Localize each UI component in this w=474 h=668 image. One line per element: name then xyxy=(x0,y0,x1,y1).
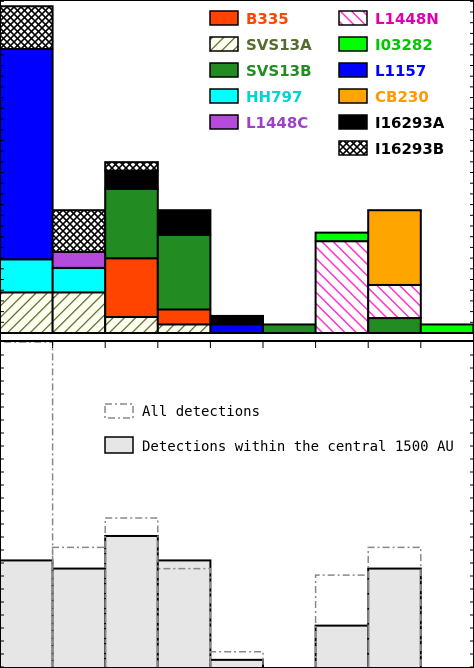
bar-segment-l1157-bin-4 xyxy=(209,323,264,335)
bar-segment-l1157-bin-0 xyxy=(0,47,54,261)
bar-central-1500au-bin-0 xyxy=(0,559,54,668)
legend-label-l1448n: L1448N xyxy=(375,10,439,28)
bar-segment-l1448n-bin-6 xyxy=(314,240,370,334)
outline-all-detections-bin-7 xyxy=(367,546,422,668)
bar-segment-svs13a-bin-2 xyxy=(104,315,159,334)
bar-central-1500au-bin-6 xyxy=(314,624,370,668)
bar-segment-i16293a-bin-2 xyxy=(104,169,159,190)
bar-central-1500au-bin-2 xyxy=(104,534,159,668)
outline-all-detections-bin-2 xyxy=(104,517,159,668)
bar-central-1500au-bin-1 xyxy=(51,567,107,668)
bar-segment-l1448n-bin-7 xyxy=(367,283,422,320)
legend-label-svs13a: SVS13A xyxy=(246,36,312,54)
bar-segment-svs13b-bin-2 xyxy=(104,187,159,260)
legend-label-i16293a: I16293A xyxy=(375,114,445,132)
bar-segment-b335-bin-2 xyxy=(104,257,159,318)
legend-swatch-hh797 xyxy=(209,88,239,104)
bar-segment-i16293b-bin-2 xyxy=(104,161,159,172)
top-panel: B335 SVS13A SVS13B HH797 L1448C L1448N I03282 L… xyxy=(0,0,474,341)
legend-swatch-l1157 xyxy=(338,62,368,78)
legend-label-svs13b: SVS13B xyxy=(246,62,312,80)
legend-label-central-1500au: Detections within the central 1500 AU xyxy=(142,439,454,455)
bottom-legend: All detections Detections within the cent… xyxy=(104,403,454,455)
bar-segment-i03282-bin-8 xyxy=(419,323,474,335)
legend-label-hh797: HH797 xyxy=(246,88,302,106)
legend-label-cb230: CB230 xyxy=(375,88,429,106)
legend-swatch-i03282 xyxy=(338,36,368,52)
outline-all-detections-bin-4 xyxy=(209,650,264,668)
bar-segment-i03282-bin-6 xyxy=(314,231,370,243)
bottom-panel: All detections Detections within the cent… xyxy=(0,341,474,668)
bar-central-1500au-bin-3 xyxy=(156,559,212,668)
bottom-bars xyxy=(0,341,422,668)
bar-segment-hh797-bin-1 xyxy=(51,266,107,294)
bar-segment-svs13a-bin-3 xyxy=(156,323,212,335)
bar-segment-svs13b-bin-5 xyxy=(262,323,317,335)
legend-swatch-all-detections xyxy=(104,403,134,419)
legend-swatch-svs13b xyxy=(209,62,239,78)
legend-swatch-i16293b xyxy=(338,140,368,156)
bar-segment-l1448c-bin-1 xyxy=(51,250,107,269)
bar-segment-i16293a-bin-4 xyxy=(209,314,264,326)
bar-central-1500au-bin-7 xyxy=(367,567,422,668)
legend-swatch-b335 xyxy=(209,10,239,26)
outline-all-detections-bin-1 xyxy=(51,546,106,668)
bar-segment-svs13a-bin-0 xyxy=(0,291,54,335)
legend-label-i16293b: I16293B xyxy=(375,140,444,158)
legend-label-b335: B335 xyxy=(246,10,289,28)
outline-all-detections-bin-3 xyxy=(157,567,212,668)
legend-swatch-i16293a xyxy=(338,114,368,130)
bar-segment-i16293b-bin-1 xyxy=(51,209,107,253)
bar-segment-b335-bin-3 xyxy=(156,308,212,326)
legend-swatch-cb230 xyxy=(338,88,368,104)
bar-segment-svs13b-bin-3 xyxy=(156,233,212,311)
top-bars xyxy=(0,5,474,335)
bar-segment-svs13a-bin-1 xyxy=(51,291,107,335)
top-legend: B335 SVS13A SVS13B HH797 L1448C L1448N I03282 L… xyxy=(209,10,445,158)
top-axis xyxy=(0,0,474,341)
bar-central-1500au-bin-4 xyxy=(209,658,264,668)
legend-swatch-l1448c xyxy=(209,114,239,130)
legend-label-all-detections: All detections xyxy=(142,404,260,420)
legend-swatch-central-1500au xyxy=(104,436,134,454)
legend-label-l1157: L1157 xyxy=(375,62,426,80)
legend-swatch-svs13a xyxy=(209,36,239,52)
bar-segment-svs13b-bin-7 xyxy=(367,317,422,334)
bar-segment-cb230-bin-7 xyxy=(367,209,422,286)
bar-segment-i16293b-bin-0 xyxy=(0,5,54,50)
legend-label-i03282: I03282 xyxy=(375,36,433,54)
bar-segment-i16293a-bin-3 xyxy=(156,209,212,236)
bar-segment-hh797-bin-0 xyxy=(0,258,54,294)
legend-swatch-l1448n xyxy=(338,10,368,26)
outline-all-detections-bin-0 xyxy=(0,341,54,668)
legend-label-l1448c: L1448C xyxy=(246,114,308,132)
